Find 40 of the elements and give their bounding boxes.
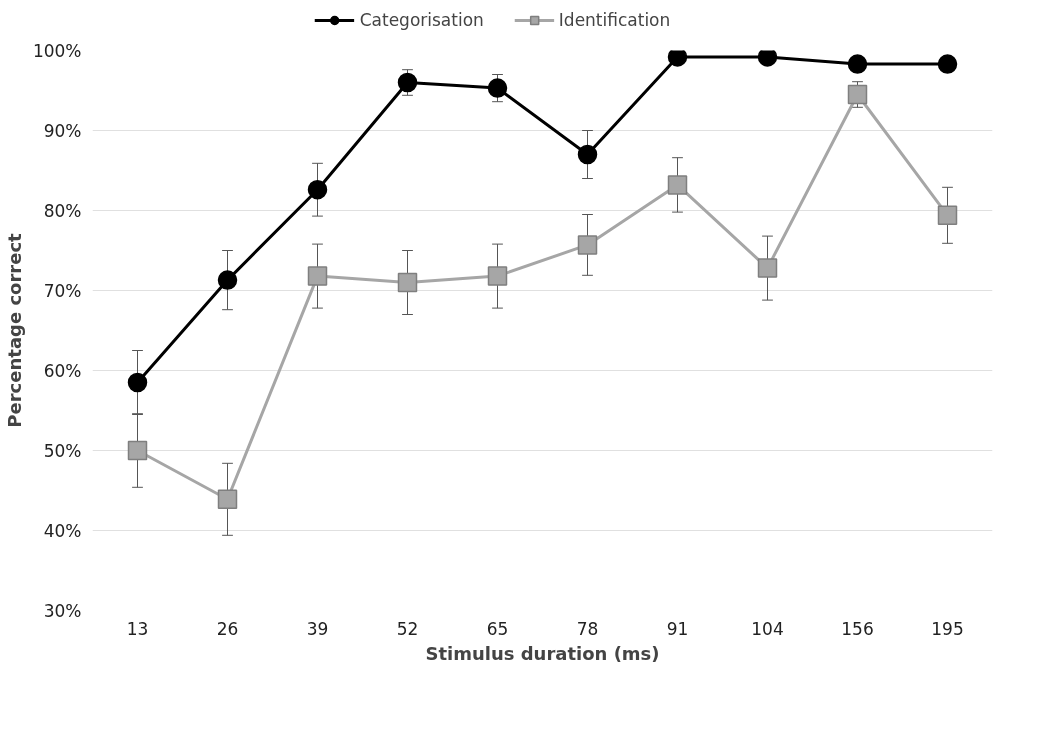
point [757,50,778,67]
point [847,54,868,74]
y-tick-label: 70% [43,280,82,301]
y-tick-label: 100% [32,40,82,61]
point [937,205,958,226]
point [217,489,238,510]
point [757,258,778,278]
point [127,440,148,461]
x-tick-label: 26 [216,618,239,639]
x-tick-label: 104 [751,618,784,639]
point [577,235,598,255]
x-tick-label: 78 [576,618,599,639]
y-tick-label: 80% [43,200,82,221]
x-tick-label: 195 [931,618,964,639]
point [307,266,328,286]
point [397,272,418,293]
point [487,266,508,286]
y-tick-label: 30% [43,600,82,621]
point [217,270,238,290]
y-tick-label: 50% [43,440,82,461]
legend-label: Categorisation [359,10,484,30]
point [127,372,148,393]
x-axis-title: Stimulus duration (ms) [425,642,660,664]
y-axis-title: Percentage correct [3,232,25,428]
point [667,50,688,67]
point [667,175,688,195]
point [577,144,598,165]
point [307,179,328,200]
y-tick-label: 60% [43,360,82,381]
x-tick-label: 39 [306,618,329,639]
x-tick-label: 156 [841,618,874,639]
x-tick-label: 91 [666,618,689,639]
x-tick-label: 65 [486,618,509,639]
legend-label: Identification [558,10,671,30]
point [937,54,958,74]
x-tick-label: 52 [396,618,419,639]
x-tick-label: 13 [126,618,149,639]
y-tick-label: 90% [43,120,82,141]
point [487,78,508,98]
y-tick-label: 40% [43,520,82,541]
